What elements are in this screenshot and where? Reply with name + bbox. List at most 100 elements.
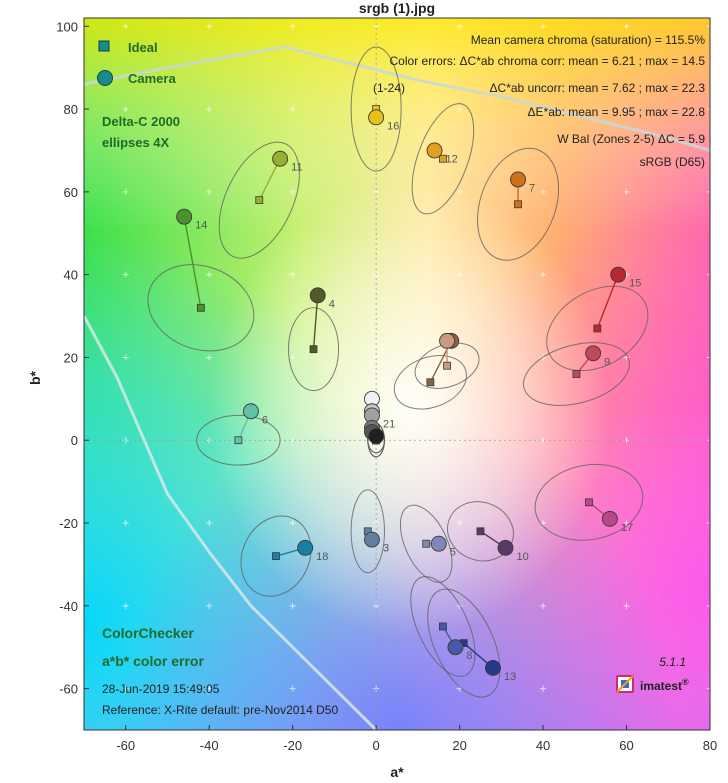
grid-cross xyxy=(289,23,296,30)
ideal-marker-patch-1 xyxy=(426,378,435,387)
bottom-notes: ColorChecker a*b* color error 28-Jun-201… xyxy=(102,625,338,717)
grid-cross xyxy=(623,23,630,30)
error-ellipse-patch-8 xyxy=(410,576,476,677)
chart-title: srgb (1).jpg xyxy=(359,0,435,16)
grid-cross xyxy=(122,685,129,692)
delta-c-line-2: ellipses 4X xyxy=(102,135,170,150)
patch-number-12: 12 xyxy=(446,153,458,165)
grid-cross xyxy=(122,354,129,361)
patch-number-7: 7 xyxy=(529,182,535,194)
legend: Ideal Camera xyxy=(97,40,176,86)
grid-cross xyxy=(122,23,129,30)
ideal-marker-patch-4 xyxy=(309,345,318,354)
delta-c-note: Delta-C 2000 ellipses 4X xyxy=(102,114,180,150)
stat-range-note: (1-24) xyxy=(373,81,405,95)
grid-cross xyxy=(623,520,630,527)
legend-camera-marker xyxy=(97,70,113,86)
legend-ideal-label: Ideal xyxy=(128,40,158,55)
stat-chroma-corr: Color errors: ΔC*ab chroma corr: mean = … xyxy=(390,54,706,68)
camera-marker-patch-9 xyxy=(585,345,602,362)
x-tick-label: 0 xyxy=(373,738,380,753)
grid-cross xyxy=(707,437,710,444)
grid-cross xyxy=(206,106,213,113)
y-tick-label: 80 xyxy=(64,102,78,117)
patch-number-3: 3 xyxy=(383,543,389,555)
error-ellipse-patch-6 xyxy=(196,414,281,466)
ideal-marker-patch-2 xyxy=(443,361,451,370)
stat-delta-e: ΔE*ab: mean = 9.95 ; max = 22.8 xyxy=(528,105,706,119)
patch-number-11: 11 xyxy=(291,162,302,174)
ideal-marker-patch-18 xyxy=(272,552,280,561)
plot-area: 3 4 5 6 7 8 9 10 11 12 13 14 15 16 17 18 21 xyxy=(84,18,710,730)
note-chart-kind: a*b* color error xyxy=(102,653,204,669)
camera-marker-patch-11 xyxy=(272,150,289,167)
grid-cross xyxy=(206,23,213,30)
camera-marker-patch-7 xyxy=(510,171,526,188)
grid-cross xyxy=(456,23,463,30)
grid-cross xyxy=(540,188,547,195)
stats-block: Mean camera chroma (saturation) = 115.5%… xyxy=(373,33,705,169)
error-link-patch-15 xyxy=(596,274,619,329)
error-ellipse-patch-15 xyxy=(546,285,649,372)
camera-marker-patch-5 xyxy=(430,535,447,552)
grid-cross xyxy=(456,106,463,113)
imatest-logo-icon xyxy=(616,675,634,693)
ideal-marker-patch-11 xyxy=(255,196,264,205)
patch-number-10: 10 xyxy=(517,551,529,563)
patch-number-21: 21 xyxy=(383,418,395,430)
gamut-boundary-lower xyxy=(84,315,378,730)
grid-cross xyxy=(707,23,710,30)
brand-version: 5.1.1 xyxy=(659,655,686,669)
grid-cross xyxy=(540,23,547,30)
camera-marker-patch-24 xyxy=(368,428,385,445)
error-ellipse-patch-7 xyxy=(477,147,560,261)
error-ellipse-patch-1 xyxy=(393,355,467,410)
number-layer: 3 4 5 6 7 8 9 10 11 12 13 14 15 16 17 18 21 xyxy=(195,120,641,683)
error-ellipse-patch-4 xyxy=(288,307,340,392)
error-ellipse-patch-3 xyxy=(350,489,385,574)
grid-cross xyxy=(122,271,129,278)
gamut-boundary-upper xyxy=(84,45,710,152)
x-tick-label: 40 xyxy=(536,738,550,753)
y-tick-label: 0 xyxy=(71,433,78,448)
grid-cross xyxy=(540,271,547,278)
grid-cross xyxy=(289,685,296,692)
note-date: 28-Jun-2019 15:49:05 xyxy=(102,682,220,696)
error-ellipse-patch-13 xyxy=(427,588,501,698)
patch-number-17: 17 xyxy=(621,522,633,534)
error-ellipse-patch-11 xyxy=(218,141,300,259)
camera-marker-patch-17 xyxy=(601,510,618,527)
error-ellipse-patch-17 xyxy=(534,463,644,541)
y-tick-label: -60 xyxy=(59,682,78,697)
grid-cross xyxy=(289,106,296,113)
patch-number-5: 5 xyxy=(450,547,456,559)
x-tick-label: -60 xyxy=(116,738,135,753)
patch-number-14: 14 xyxy=(195,220,207,232)
grid-cross xyxy=(122,602,129,609)
gamut-layer xyxy=(84,45,710,730)
note-chart-name: ColorChecker xyxy=(102,625,194,641)
grid-cross xyxy=(540,685,547,692)
grid-cross xyxy=(122,520,129,527)
grid-cross xyxy=(206,685,213,692)
x-tick-label: -40 xyxy=(200,738,219,753)
camera-marker-patch-12 xyxy=(426,142,443,159)
ideal-marker-patch-6 xyxy=(234,436,243,445)
error-ellipse-patch-10 xyxy=(447,501,514,562)
stat-uncorr: ΔC*ab uncorr: mean = 7.62 ; max = 22.3 xyxy=(490,81,706,95)
grid-cross xyxy=(456,354,463,361)
camera-marker-patch-16 xyxy=(368,109,385,126)
y-tick-label: 40 xyxy=(64,268,78,283)
patch-number-4: 4 xyxy=(329,298,335,310)
patch-number-18: 18 xyxy=(316,551,328,563)
grid-cross xyxy=(707,602,710,609)
camera-marker-patch-18 xyxy=(297,539,314,556)
note-reference: Reference: X-Rite default: pre-Nov2014 D… xyxy=(102,703,338,717)
error-ellipse-patch-12 xyxy=(411,103,475,215)
patch-number-15: 15 xyxy=(629,278,641,290)
camera-marker-patch-3 xyxy=(364,531,380,548)
plot-frame xyxy=(83,17,711,731)
ideal-marker-patch-12 xyxy=(439,154,447,163)
ideal-marker-patch-17 xyxy=(585,498,593,507)
ideal-marker-patch-7 xyxy=(514,200,522,209)
